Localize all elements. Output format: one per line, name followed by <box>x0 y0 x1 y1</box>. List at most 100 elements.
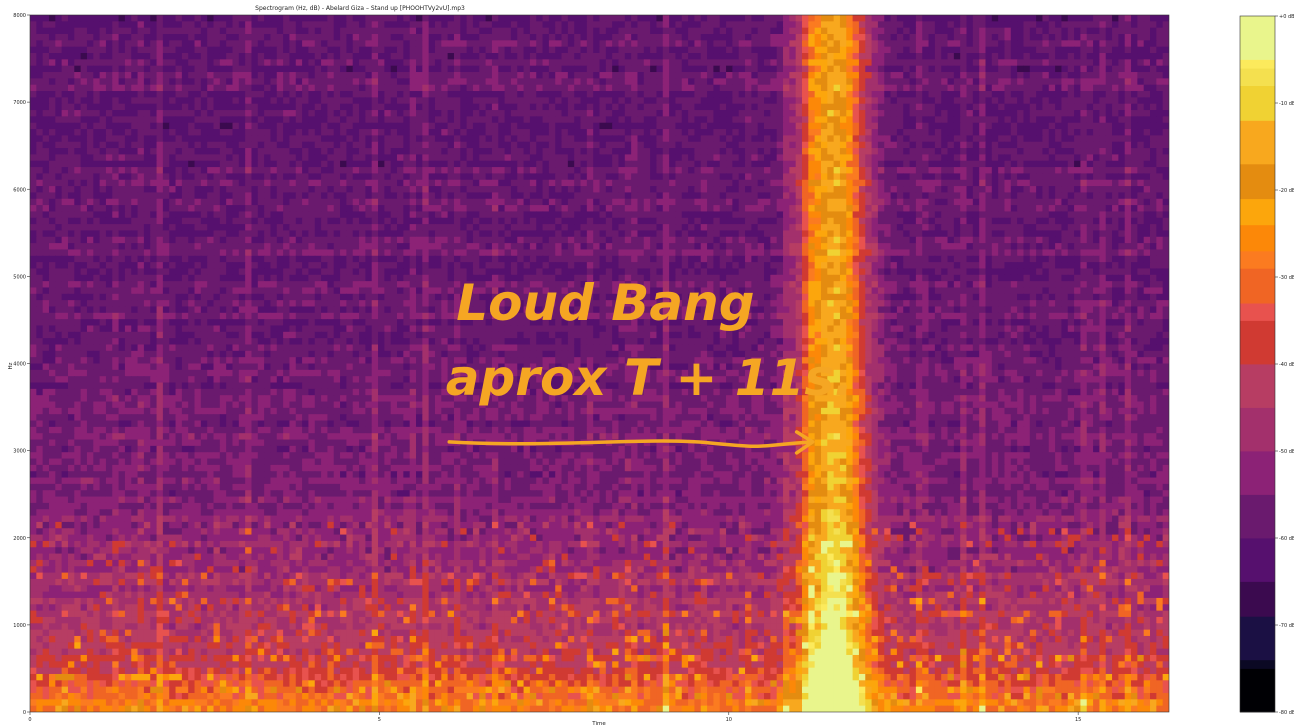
spectrogram-cell <box>42 72 50 79</box>
spectrogram-cell <box>504 91 512 98</box>
spectrogram-cell <box>555 59 563 67</box>
spectrogram-cell <box>1029 148 1037 155</box>
spectrogram-cell <box>1086 129 1094 136</box>
spectrogram-cell <box>188 116 196 124</box>
spectrogram-cell <box>1055 148 1063 155</box>
spectrogram-cell <box>745 40 752 48</box>
spectrogram-cell <box>915 179 923 187</box>
spectrogram-cell <box>612 21 620 29</box>
spectrogram-cell <box>213 46 221 54</box>
spectrogram-cell <box>1010 72 1018 79</box>
spectrogram-cell <box>1105 116 1113 124</box>
spectrogram-cell <box>688 186 696 194</box>
spectrogram-cell <box>213 40 221 48</box>
spectrogram-cell <box>232 154 240 162</box>
spectrogram-cell <box>1099 78 1107 86</box>
spectrogram-cell <box>86 129 94 136</box>
spectrogram-cell <box>966 173 974 181</box>
spectrogram-cell <box>346 141 354 149</box>
spectrogram-cell <box>637 173 645 181</box>
spectrogram-cell <box>675 59 683 67</box>
spectrogram-cell <box>1080 72 1088 79</box>
spectrogram-cell <box>890 122 898 130</box>
spectrogram-cell <box>548 91 556 98</box>
spectrogram-cell <box>605 40 613 48</box>
spectrogram-cell <box>1131 141 1138 149</box>
spectrogram-cell <box>1156 97 1164 105</box>
spectrogram-cell <box>264 65 272 73</box>
spectrogram-cell <box>928 84 936 92</box>
spectrogram-cell <box>915 53 923 60</box>
spectrogram-cell <box>283 129 291 136</box>
spectrogram-cell <box>599 65 607 73</box>
spectrogram-cell <box>131 148 139 155</box>
spectrogram-cell <box>137 110 145 117</box>
spectrogram-cell <box>219 173 227 181</box>
spectrogram-cell <box>346 21 354 29</box>
spectrogram-cell <box>276 173 284 181</box>
spectrogram-cell <box>232 141 240 149</box>
spectrogram-cell <box>669 91 677 98</box>
spectrogram-cell <box>707 154 714 162</box>
spectrogram-cell <box>1150 160 1157 168</box>
spectrogram-cell <box>1118 160 1126 168</box>
spectrogram-cell <box>783 59 790 67</box>
spectrogram-cell <box>941 34 949 41</box>
spectrogram-cell <box>998 72 1006 79</box>
spectrogram-cell <box>466 167 474 175</box>
spectrogram-cell <box>112 129 120 136</box>
spectrogram-cell <box>669 110 677 117</box>
spectrogram-cell <box>612 84 620 92</box>
spectrogram-cell <box>669 15 677 22</box>
spectrogram-cell <box>194 72 202 79</box>
spectrogram-cell <box>137 59 145 67</box>
spectrogram-cell <box>612 173 620 181</box>
spectrogram-cell <box>80 84 88 92</box>
spectrogram-cell <box>858 84 866 92</box>
spectrogram-cell <box>548 21 556 29</box>
spectrogram-cell <box>67 160 75 168</box>
spectrogram-cell <box>105 40 113 48</box>
spectrogram-cell <box>555 72 563 79</box>
spectrogram-cell <box>365 116 373 124</box>
spectrogram-cell <box>966 148 974 155</box>
spectrogram-cell <box>1080 97 1088 105</box>
spectrogram-cell <box>352 135 360 143</box>
spectrogram-cell <box>1042 40 1050 48</box>
spectrogram-cell <box>124 91 132 98</box>
spectrogram-cell <box>327 148 335 155</box>
spectrogram-cell <box>852 46 860 54</box>
spectrogram-cell <box>890 91 898 98</box>
spectrogram-cell <box>808 154 816 162</box>
spectrogram-cell <box>504 173 512 181</box>
spectrogram-cell <box>542 186 550 194</box>
spectrogram-cell <box>264 84 272 92</box>
spectrogram-cell <box>226 53 234 60</box>
spectrogram-cell <box>877 97 885 105</box>
spectrogram-cell <box>586 27 594 35</box>
spectrogram-cell <box>896 122 904 130</box>
spectrogram-cell <box>523 27 531 35</box>
spectrogram-cell <box>55 21 63 29</box>
spectrogram-cell <box>137 84 145 92</box>
spectrogram-cell <box>327 103 335 111</box>
spectrogram-cell <box>953 15 961 22</box>
spectrogram-cell <box>1010 84 1018 92</box>
spectrogram-cell <box>650 148 658 155</box>
spectrogram-cell <box>656 59 664 67</box>
spectrogram-cell <box>624 40 632 48</box>
spectrogram-cell <box>181 40 189 48</box>
spectrogram-cell <box>801 160 809 168</box>
spectrogram-cell <box>896 91 904 98</box>
spectrogram-cell <box>757 53 765 60</box>
spectrogram-cell <box>1118 116 1126 124</box>
spectrogram-cell <box>548 129 556 136</box>
spectrogram-cell <box>979 173 987 181</box>
spectrogram-cell <box>251 59 259 67</box>
spectrogram-cell <box>479 141 487 149</box>
spectrogram-cell <box>599 21 607 29</box>
spectrogram-cell <box>226 135 234 143</box>
spectrogram-cell <box>688 34 696 41</box>
spectrogram-cell <box>542 173 550 181</box>
spectrogram-cell <box>833 15 841 22</box>
